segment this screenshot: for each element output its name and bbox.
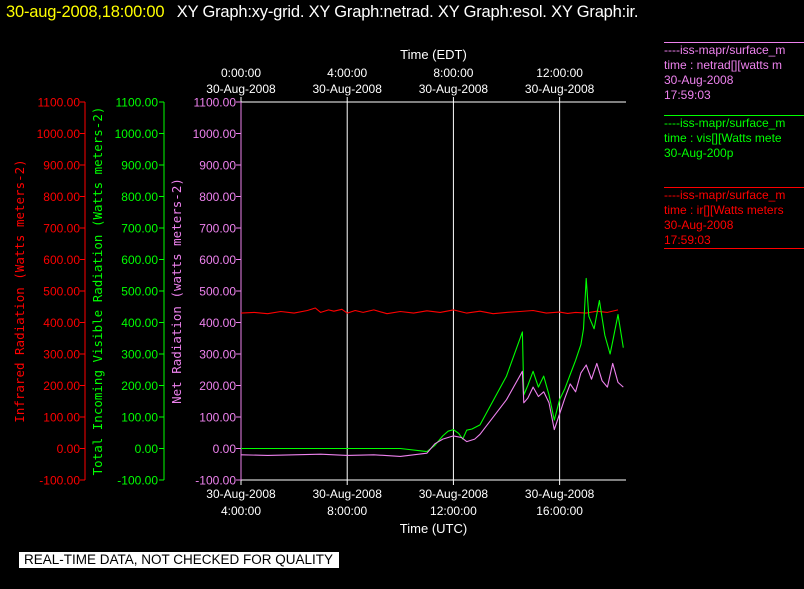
legend-date: 30-Aug-2008 — [664, 218, 734, 232]
bottom-axis-tick-time: 16:00:00 — [536, 504, 583, 518]
legend-source: ----iss-mapr/surface_m — [664, 43, 786, 57]
legend-date: 30-Aug-2008 — [664, 73, 734, 87]
ir-axis-tick-label: 400.00 — [43, 316, 80, 330]
vis-axis-tick-label: 700.00 — [121, 222, 158, 236]
top-axis-tick-date: 30-Aug-2008 — [419, 82, 489, 96]
legend-entry-ir: ----iss-mapr/surface_m time : ir[][Watts… — [664, 187, 804, 249]
ir-axis-tick-label: 900.00 — [43, 159, 80, 173]
bottom-axis-tick-time: 4:00:00 — [221, 504, 261, 518]
ir-axis-tick-label: 1000.00 — [37, 127, 81, 141]
legend-rule — [664, 42, 804, 43]
ir-axis-tick-label: 100.00 — [43, 411, 80, 425]
vis-axis-tick-label: 200.00 — [121, 379, 158, 393]
legend-rule — [664, 187, 804, 188]
net-axis-tick-label: 400.00 — [199, 316, 236, 330]
legend-entry-vis: ----iss-mapr/surface_m time : vis[][Watt… — [664, 115, 804, 161]
bottom-axis-tick-date: 30-Aug-2008 — [206, 487, 276, 501]
bottom-axis-tick-time: 8:00:00 — [327, 504, 367, 518]
net-axis-title: Net Radiation (watts meters-2) — [169, 178, 184, 404]
net-axis-tick-label: 600.00 — [199, 253, 236, 267]
top-axis-tick-time: 12:00:00 — [536, 66, 583, 80]
bottom-axis-tick-time: 12:00:00 — [430, 504, 477, 518]
vis-axis-title: Total Incoming Visible Radiation (Watts … — [90, 107, 105, 476]
legend-time: 17:59:03 — [664, 88, 711, 102]
net-axis-tick-label: -100.00 — [195, 474, 236, 488]
vis-axis-tick-label: 800.00 — [121, 190, 158, 204]
net-axis-tick-label: 100.00 — [199, 411, 236, 425]
net-axis-tick-label: 200.00 — [199, 379, 236, 393]
vis-axis-tick-label: 300.00 — [121, 348, 158, 362]
ir-axis-tick-label: 1100.00 — [38, 96, 81, 110]
ir-axis-tick-label: 200.00 — [43, 379, 80, 393]
legend-rule — [664, 115, 804, 116]
legend-date: 30-Aug-200p — [664, 146, 734, 160]
top-axis-tick-time: 0:00:00 — [221, 66, 261, 80]
vis-axis-tick-label: 400.00 — [121, 316, 158, 330]
top-axis-tick-time: 8:00:00 — [433, 66, 473, 80]
legend-entry-netrad: ----iss-mapr/surface_m time : netrad[][w… — [664, 42, 804, 103]
vis-axis-tick-label: 1000.00 — [115, 127, 159, 141]
net-axis-tick-label: 800.00 — [199, 190, 236, 204]
vis-axis-tick-label: 500.00 — [121, 285, 158, 299]
top-axis-tick-time: 4:00:00 — [327, 66, 367, 80]
series-line-ir — [240, 307, 619, 315]
legend-time: 17:59:03 — [664, 233, 711, 247]
ir-axis-tick-label: 300.00 — [43, 348, 80, 362]
net-axis-tick-label: 300.00 — [199, 348, 236, 362]
vis-axis-tick-label: 900.00 — [121, 159, 158, 173]
vis-axis-tick-label: -100.00 — [117, 474, 158, 488]
vis-axis-tick-label: 600.00 — [121, 253, 158, 267]
legend-variable: time : netrad[][watts m — [664, 58, 783, 72]
vis-axis-tick-label: 0.00 — [135, 442, 159, 456]
bottom-axis-tick-date: 30-Aug-2008 — [313, 487, 383, 501]
timestamp: 30-aug-2008,18:00:00 — [6, 3, 165, 21]
legend-source: ----iss-mapr/surface_m — [664, 116, 786, 130]
net-axis-tick-label: 900.00 — [199, 159, 236, 173]
vis-axis-tick-label: 100.00 — [121, 411, 158, 425]
ir-axis-tick-label: 0.00 — [57, 442, 81, 456]
top-axis-title: Time (EDT) — [400, 47, 467, 62]
net-axis-tick-label: 0.00 — [213, 442, 237, 456]
legend-rule — [664, 248, 804, 249]
ir-axis-tick-label: 500.00 — [43, 285, 80, 299]
vis-axis-tick-label: 1100.00 — [116, 96, 159, 110]
top-axis-tick-date: 30-Aug-2008 — [525, 82, 595, 96]
ir-axis-tick-label: 800.00 — [43, 190, 80, 204]
graph-list: XY Graph:xy-grid. XY Graph:netrad. XY Gr… — [176, 3, 639, 21]
ir-axis-title: Infrared Radiation (Watts meters-2) — [12, 159, 27, 422]
bottom-axis-tick-date: 30-Aug-2008 — [419, 487, 489, 501]
legend-source: ----iss-mapr/surface_m — [664, 188, 786, 202]
net-axis-tick-label: 1100.00 — [194, 96, 237, 110]
top-axis-tick-date: 30-Aug-2008 — [313, 82, 383, 96]
net-axis-tick-label: 1000.00 — [193, 127, 237, 141]
ir-axis-tick-label: -100.00 — [39, 474, 80, 488]
ir-axis-tick-label: 600.00 — [43, 253, 80, 267]
bottom-axis-title: Time (UTC) — [400, 521, 467, 536]
series-line-vis — [241, 277, 624, 453]
bottom-axis-tick-date: 30-Aug-2008 — [525, 487, 595, 501]
quality-note: REAL-TIME DATA, NOT CHECKED FOR QUALITY — [19, 552, 340, 568]
ir-axis-tick-label: 700.00 — [43, 222, 80, 236]
net-axis-tick-label: 700.00 — [199, 222, 236, 236]
top-axis-tick-date: 30-Aug-2008 — [206, 82, 276, 96]
page-title: 30-aug-2008,18:00:00 XY Graph:xy-grid. X… — [6, 3, 638, 22]
legend-variable: time : vis[][Watts mete — [664, 131, 782, 145]
legend-variable: time : ir[][Watts meters — [664, 203, 784, 217]
series-line-net — [240, 362, 624, 457]
net-axis-tick-label: 500.00 — [199, 285, 236, 299]
